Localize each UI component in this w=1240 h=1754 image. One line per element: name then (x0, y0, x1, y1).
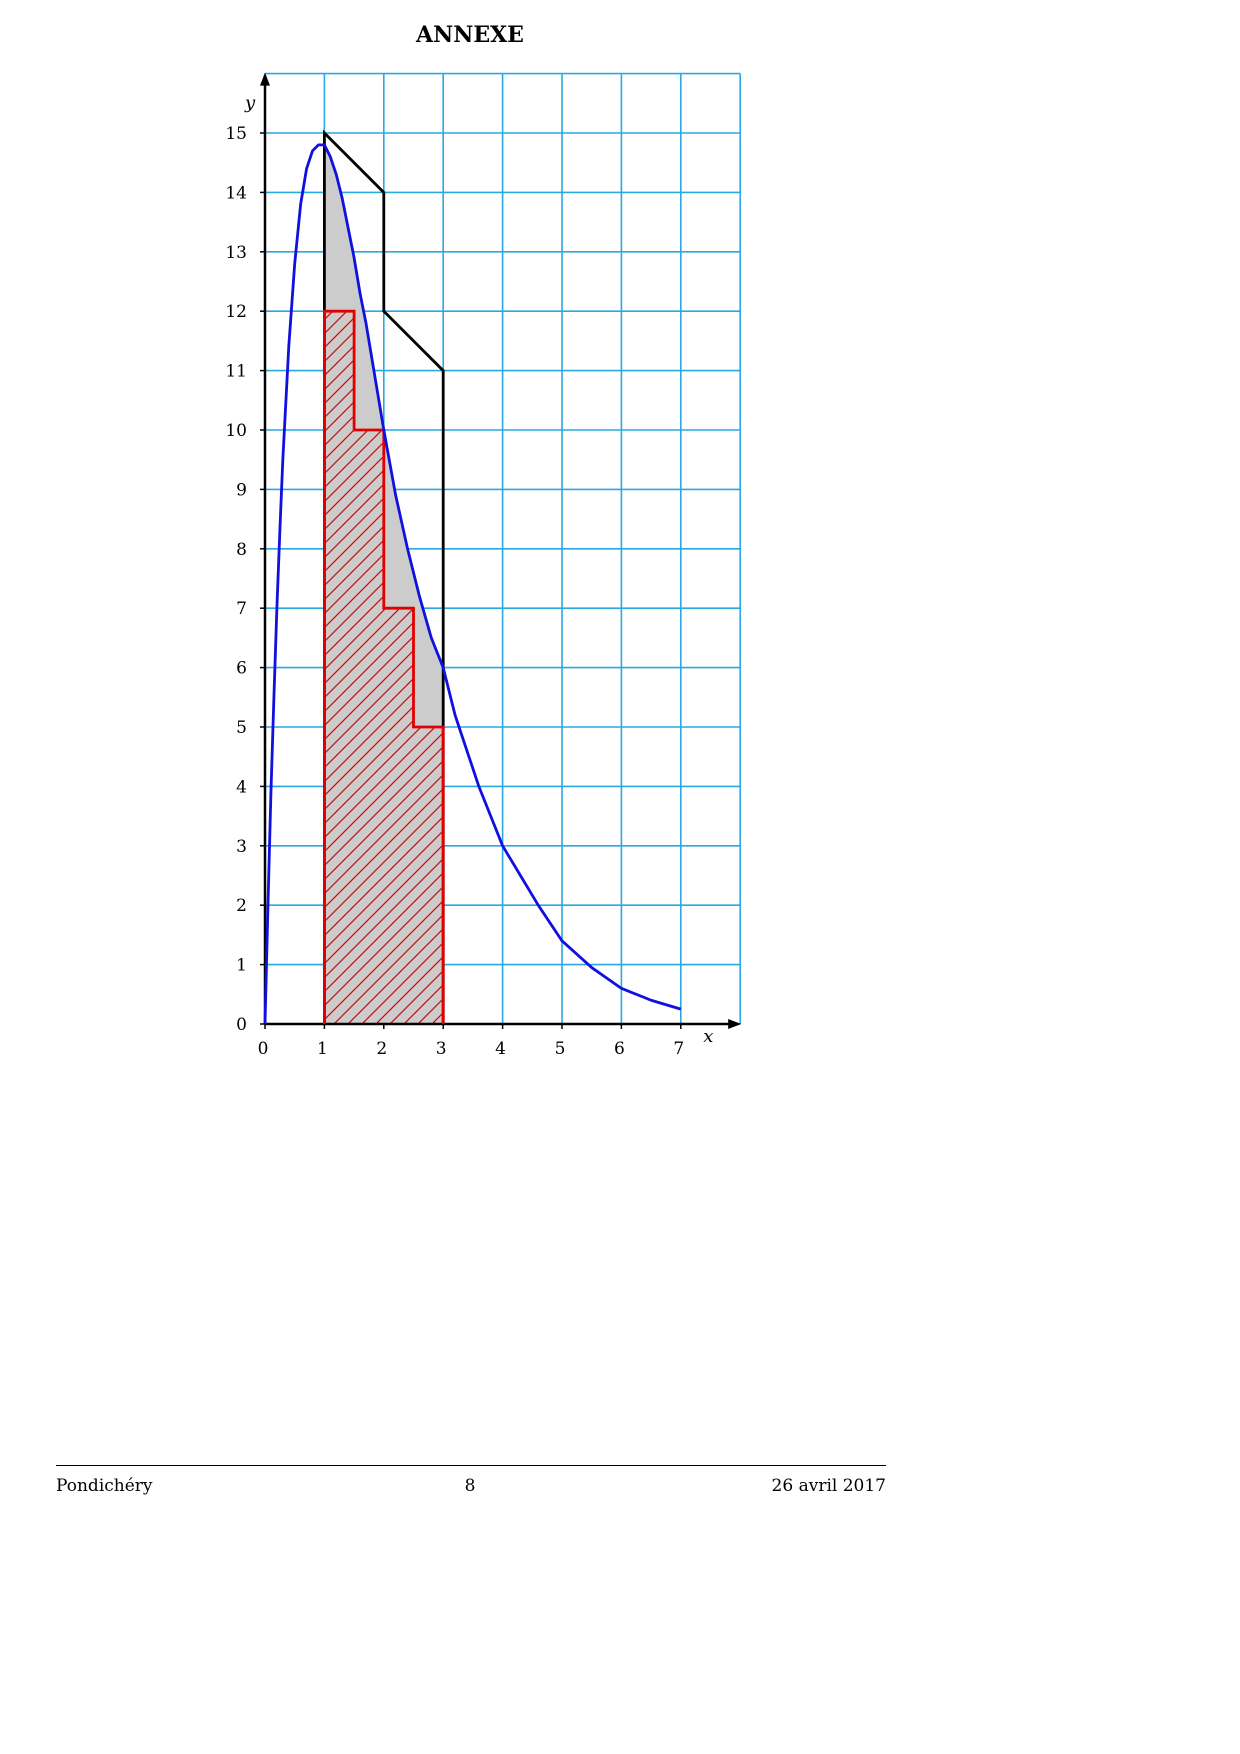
y-tick-label-6: 6 (236, 659, 247, 679)
page-number: 8 (464, 1476, 476, 1496)
y-tick-label-8: 8 (236, 540, 247, 560)
y-tick-label-3: 3 (236, 837, 247, 857)
footer-date: 26 avril 2017 (771, 1476, 886, 1496)
lower-bound-steps (322, 309, 445, 1024)
x-tick-label-7: 7 (673, 1039, 684, 1059)
y-tick-label-1: 1 (236, 956, 247, 976)
y-tick-label-10: 10 (225, 421, 247, 441)
y-tick-label-14: 14 (225, 183, 247, 203)
footer-location: Pondichéry (56, 1476, 153, 1496)
y-tick-label-9: 9 (236, 480, 247, 500)
x-axis-label: x (703, 1026, 713, 1047)
x-tick-label-1: 1 (317, 1039, 328, 1059)
function-curve (263, 143, 682, 1025)
x-tick-label-4: 4 (495, 1039, 506, 1059)
y-tick-label-0: 0 (236, 1015, 247, 1035)
x-tick-label-6: 6 (614, 1039, 625, 1059)
page-title: ANNEXE (416, 22, 524, 48)
y-tick-label-4: 4 (236, 777, 247, 797)
y-tick-label-5: 5 (236, 718, 247, 738)
y-tick-label-11: 11 (225, 362, 247, 382)
y-axis-label: y (244, 93, 256, 114)
hatch-fill (324, 311, 444, 1024)
x-tick-label-3: 3 (436, 1039, 447, 1059)
x-tick-label-5: 5 (555, 1039, 566, 1059)
y-tick-label-2: 2 (236, 896, 247, 916)
x-tick-label-2: 2 (376, 1039, 387, 1059)
x-axis-arrow (728, 1019, 742, 1029)
series (263, 129, 682, 1025)
y-tick-label-7: 7 (236, 599, 247, 619)
hatched-lower-region (324, 311, 444, 1024)
upper-bound-polygon (322, 129, 445, 1024)
y-axis-arrow (260, 72, 270, 86)
y-tick-label-15: 15 (225, 124, 247, 144)
axes (260, 72, 742, 1029)
x-tick-label-0: 0 (258, 1039, 269, 1059)
y-tick-label-12: 12 (225, 302, 247, 322)
footer-divider (56, 1465, 886, 1466)
y-tick-label-13: 13 (225, 243, 247, 263)
